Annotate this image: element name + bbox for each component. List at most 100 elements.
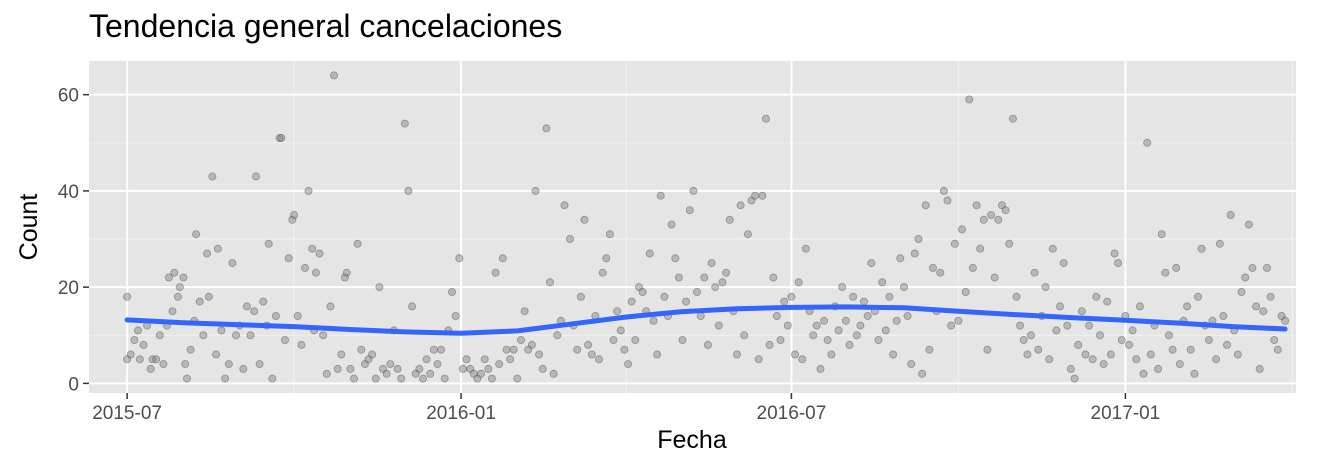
y-tick-label: 40 <box>58 182 79 203</box>
data-point <box>179 273 188 282</box>
data-point <box>333 364 342 373</box>
data-point <box>620 345 629 354</box>
data-point <box>914 234 923 243</box>
data-point <box>280 336 289 345</box>
data-point <box>1186 345 1195 354</box>
data-point <box>849 292 858 301</box>
data-point <box>371 374 380 383</box>
data-point <box>809 331 818 340</box>
data-point <box>660 292 669 301</box>
data-point <box>841 316 850 325</box>
data-point <box>885 292 894 301</box>
data-point <box>1012 292 1021 301</box>
data-point <box>133 326 142 335</box>
data-point <box>1270 336 1279 345</box>
data-point <box>1194 292 1203 301</box>
data-point <box>754 355 763 364</box>
data-point <box>364 355 373 364</box>
data-point <box>965 95 974 104</box>
data-point <box>447 287 456 296</box>
data-point <box>718 278 727 287</box>
data-point <box>288 215 297 224</box>
data-point <box>487 374 496 383</box>
data-point <box>609 336 618 345</box>
data-point <box>231 331 240 340</box>
data-point <box>645 249 654 258</box>
data-point <box>173 292 182 301</box>
trend-line <box>124 304 1288 336</box>
data-point <box>1183 302 1192 311</box>
data-point <box>527 340 536 349</box>
data-point <box>638 287 647 296</box>
data-point <box>426 369 435 378</box>
data-point <box>892 316 901 325</box>
data-point <box>1212 355 1221 364</box>
data-point <box>400 119 409 128</box>
data-point <box>863 311 872 320</box>
data-point <box>1096 331 1105 340</box>
data-point <box>170 268 179 277</box>
data-point <box>415 364 424 373</box>
data-point <box>1219 311 1228 320</box>
data-point <box>674 273 683 282</box>
x-tick-label: 2016-01 <box>426 403 496 424</box>
data-point <box>130 336 139 345</box>
data-point <box>1157 230 1166 239</box>
data-point <box>146 364 155 373</box>
data-point <box>202 249 211 258</box>
data-point <box>152 355 161 364</box>
data-point <box>135 355 144 364</box>
data-point <box>1106 350 1115 359</box>
data-point <box>711 283 720 292</box>
data-point <box>968 263 977 272</box>
data-point <box>224 360 233 369</box>
data-point <box>910 249 919 258</box>
data-point <box>584 340 593 349</box>
data-point <box>878 278 887 287</box>
data-point <box>123 292 132 301</box>
data-point <box>329 71 338 80</box>
data-point <box>1139 369 1148 378</box>
data-point <box>1252 302 1261 311</box>
data-point <box>340 273 349 282</box>
data-point <box>498 254 507 263</box>
data-point <box>408 302 417 311</box>
data-point <box>181 360 190 369</box>
data-point <box>1041 283 1050 292</box>
data-point <box>758 191 767 200</box>
data-point <box>164 273 173 282</box>
data-point <box>1281 316 1290 325</box>
data-point <box>458 364 467 373</box>
data-point <box>319 331 328 340</box>
data-point <box>1263 263 1272 272</box>
data-point <box>1023 350 1032 359</box>
data-point <box>251 172 260 181</box>
data-points <box>123 71 1290 383</box>
chart-title: Tendencia general cancelaciones <box>89 8 563 44</box>
data-point <box>820 316 829 325</box>
data-point <box>1059 259 1068 268</box>
data-point <box>246 331 255 340</box>
data-point <box>455 254 464 263</box>
data-point <box>300 263 309 272</box>
data-point <box>950 239 959 248</box>
data-point <box>1135 302 1144 311</box>
data-point <box>168 307 177 316</box>
data-point <box>368 350 377 359</box>
data-point <box>315 249 324 258</box>
data-point <box>987 210 996 219</box>
data-point <box>976 244 985 253</box>
data-point <box>437 345 446 354</box>
data-point <box>1110 249 1119 258</box>
data-point <box>308 244 317 253</box>
data-point <box>762 114 771 123</box>
data-point <box>573 345 582 354</box>
data-point <box>538 364 547 373</box>
data-point <box>707 259 716 268</box>
data-point <box>322 369 331 378</box>
data-point <box>838 283 847 292</box>
data-point <box>386 360 395 369</box>
data-point <box>535 350 544 359</box>
data-point <box>375 283 384 292</box>
